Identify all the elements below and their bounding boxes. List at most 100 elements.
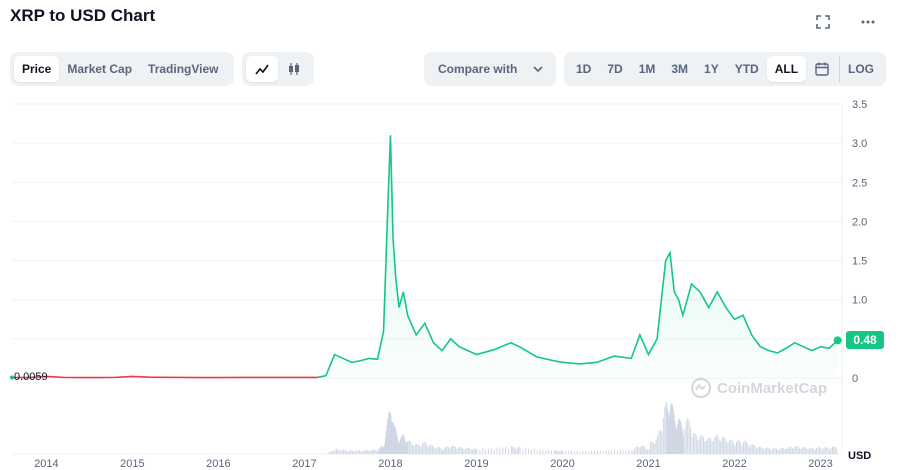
volume-bar	[760, 446, 762, 454]
volume-bar	[661, 431, 663, 454]
volume-bar	[429, 445, 431, 454]
volume-bar	[371, 449, 373, 454]
volume-bar	[470, 449, 472, 454]
tab-range-3m[interactable]: 3M	[671, 62, 689, 76]
volume-bar	[406, 441, 408, 454]
volume-bar	[341, 449, 343, 454]
volume-bar	[668, 419, 670, 454]
y-tick-label: 1.5	[852, 256, 867, 268]
volume-bar	[417, 444, 419, 454]
volume-bar	[347, 451, 349, 454]
volume-bar	[446, 446, 448, 454]
calendar-button[interactable]	[806, 56, 837, 82]
candlestick-button[interactable]	[278, 56, 310, 82]
min-price-label: 0.0059	[14, 371, 48, 383]
volume-bar	[776, 448, 778, 454]
volume-bar	[348, 450, 350, 454]
volume-bar	[665, 401, 667, 454]
volume-bar	[676, 427, 678, 454]
volume-bar	[771, 449, 773, 454]
tab-price[interactable]: Price	[14, 56, 60, 82]
volume-bar	[639, 447, 641, 454]
volume-bar	[794, 446, 796, 454]
volume-bar	[728, 440, 730, 454]
volume-bar	[401, 436, 403, 454]
volume-bar	[331, 451, 333, 454]
volume-bar	[672, 405, 674, 454]
volume-bar	[395, 431, 397, 454]
volume-bar	[743, 441, 745, 454]
volume-bar	[397, 438, 399, 454]
volume-bar	[344, 449, 346, 454]
volume-bar	[585, 450, 587, 454]
volume-bar	[678, 419, 680, 454]
volume-bar	[387, 419, 389, 454]
tab-range-ytd[interactable]: YTD	[734, 62, 759, 76]
fullscreen-button[interactable]	[812, 12, 834, 32]
price-chart-svg: 3.53.02.52.01.51.00.50201420152016201720…	[10, 99, 867, 470]
volume-bar	[682, 431, 684, 454]
volume-bar	[565, 451, 567, 454]
currency-label: USD	[848, 450, 872, 462]
line-chart-button[interactable]	[246, 56, 278, 82]
volume-bar	[363, 450, 365, 454]
volume-bar	[493, 449, 495, 454]
volume-bar	[675, 430, 677, 454]
tab-tradingview[interactable]: TradingView	[148, 62, 219, 76]
volume-bar	[666, 404, 668, 454]
volume-bar	[376, 451, 378, 454]
volume-bar	[671, 403, 673, 454]
volume-bar	[793, 448, 795, 454]
volume-bar	[487, 448, 489, 454]
more-button[interactable]	[857, 12, 879, 32]
volume-bar	[482, 448, 484, 454]
volume-bar	[432, 445, 434, 454]
volume-bar	[783, 448, 785, 454]
tab-range-1m[interactable]: 1M	[638, 62, 656, 76]
volume-bar	[553, 450, 555, 454]
volume-bar	[459, 447, 461, 454]
volume-bar	[745, 441, 747, 454]
volume-bar	[496, 447, 498, 454]
volume-bar	[450, 446, 452, 454]
volume-bar	[777, 450, 779, 454]
volume-bar	[823, 448, 825, 454]
volume-bar	[655, 439, 657, 454]
volume-bar	[476, 449, 478, 454]
compare-with-dropdown[interactable]: Compare with	[424, 52, 556, 86]
volume-bar	[701, 434, 703, 454]
volume-bar	[740, 442, 742, 454]
volume-bar	[384, 443, 386, 454]
volume-bar	[416, 444, 418, 454]
volume-bar	[556, 450, 558, 454]
volume-bar	[335, 448, 337, 454]
tab-range-1y[interactable]: 1Y	[704, 62, 719, 76]
volume-bar	[778, 449, 780, 454]
volume-bar	[725, 441, 727, 454]
log-scale-button[interactable]: LOG	[839, 56, 882, 82]
tab-market-cap[interactable]: Market Cap	[67, 62, 133, 76]
volume-bar	[821, 449, 823, 454]
volume-bar	[456, 448, 458, 454]
volume-bar	[356, 450, 358, 454]
volume-bar	[442, 450, 444, 454]
volume-bar	[755, 448, 757, 454]
x-tick-label: 2015	[120, 458, 144, 470]
volume-bar	[622, 449, 624, 454]
x-tick-label: 2019	[464, 458, 488, 470]
watermark-text: CoinMarketCap	[717, 379, 828, 397]
volume-bar	[334, 449, 336, 454]
volume-bar	[502, 447, 504, 454]
volume-bar	[367, 450, 369, 454]
volume-bar	[714, 436, 716, 454]
range-tabs: 1D 7D 1M 3M 1Y YTD ALL LOG	[564, 52, 886, 86]
volume-bar	[741, 445, 743, 454]
tab-range-7d[interactable]: 7D	[607, 62, 623, 76]
fullscreen-icon	[816, 15, 830, 29]
volume-bar	[641, 445, 643, 454]
price-chart[interactable]: 3.53.02.52.01.51.00.50201420152016201720…	[0, 92, 902, 470]
tab-range-1d[interactable]: 1D	[576, 62, 592, 76]
tab-range-all[interactable]: ALL	[766, 56, 807, 82]
volume-bar	[735, 442, 737, 454]
volume-bar	[536, 450, 538, 454]
